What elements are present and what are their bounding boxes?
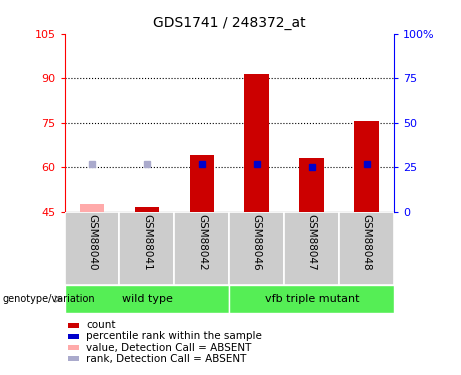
Bar <box>284 212 339 285</box>
Bar <box>189 156 214 212</box>
Text: rank, Detection Call = ABSENT: rank, Detection Call = ABSENT <box>86 354 246 364</box>
Text: genotype/variation: genotype/variation <box>2 294 95 304</box>
Bar <box>229 212 284 285</box>
Text: GSM88040: GSM88040 <box>87 214 97 271</box>
Text: GSM88042: GSM88042 <box>197 214 207 271</box>
Bar <box>65 285 229 313</box>
Text: wild type: wild type <box>122 294 172 304</box>
Text: GSM88046: GSM88046 <box>252 214 262 271</box>
Text: GSM88048: GSM88048 <box>362 214 372 271</box>
Text: GSM88041: GSM88041 <box>142 214 152 271</box>
Text: GSM88047: GSM88047 <box>307 214 317 271</box>
Bar <box>174 212 229 285</box>
Title: GDS1741 / 248372_at: GDS1741 / 248372_at <box>153 16 306 30</box>
Bar <box>80 204 104 212</box>
Text: vfb triple mutant: vfb triple mutant <box>265 294 359 304</box>
Bar <box>68 323 79 328</box>
Text: value, Detection Call = ABSENT: value, Detection Call = ABSENT <box>86 343 251 352</box>
Bar <box>68 357 79 361</box>
Bar <box>68 345 79 350</box>
Bar <box>119 212 174 285</box>
Text: count: count <box>86 320 115 330</box>
Bar <box>355 122 379 212</box>
Bar <box>68 334 79 339</box>
Bar <box>65 212 119 285</box>
Text: percentile rank within the sample: percentile rank within the sample <box>86 332 262 342</box>
Bar <box>339 212 394 285</box>
Bar <box>135 207 160 212</box>
Bar <box>229 285 394 313</box>
Bar <box>244 74 269 212</box>
Bar <box>299 158 324 212</box>
